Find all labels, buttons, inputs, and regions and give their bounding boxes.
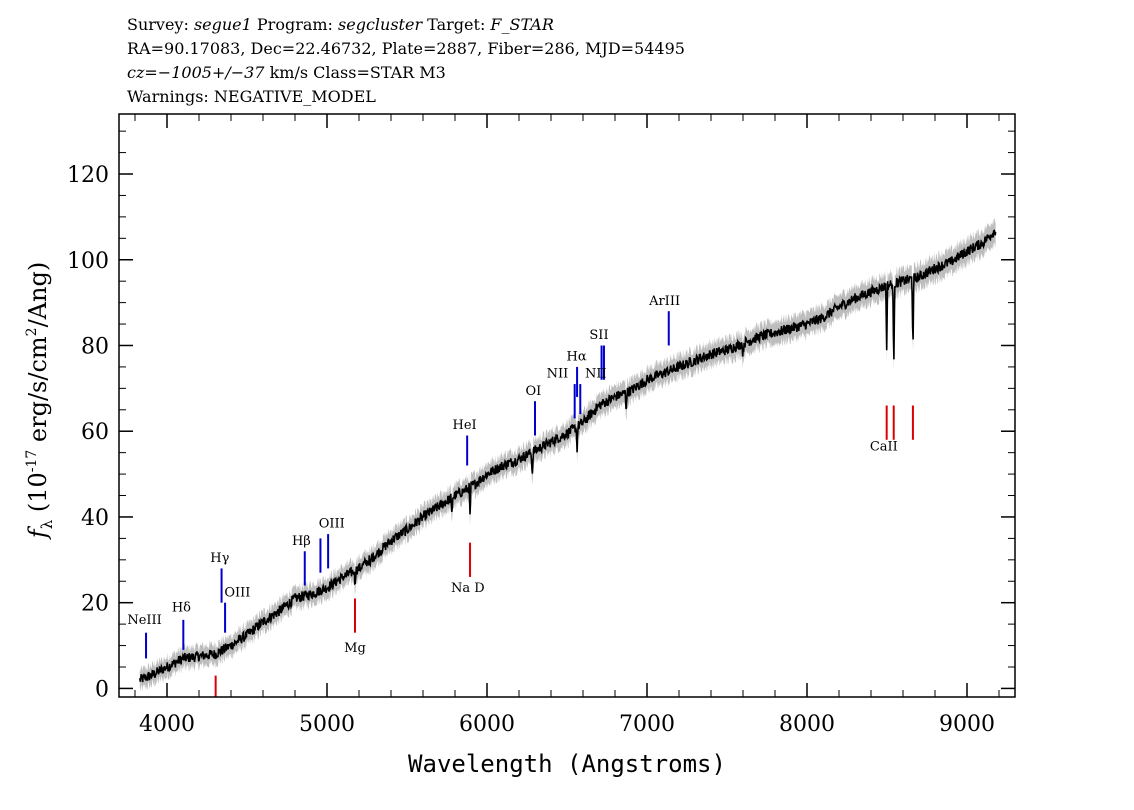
header-line-2: RA=90.17083, Dec=22.46732, Plate=2887, F… [127,39,685,58]
x-tick-label: 8000 [779,712,835,737]
header-line-1: Survey: segue1 Program: segcluster Targe… [127,15,554,34]
y-tick-label: 0 [95,677,109,702]
header-survey-value: segue1 [194,15,252,34]
header-cz-prefix: cz [127,63,145,82]
header-target-label: Target: [422,15,490,34]
header-survey-label: Survey: [127,15,194,34]
plot-frame [118,113,1016,698]
y-tick-label: 60 [81,420,109,445]
y-tick-label: 40 [81,506,109,531]
line-label: OIII [224,585,250,600]
line-label: HeI [453,418,477,433]
line-label: Hγ [210,551,229,566]
line-label: OIII [319,517,345,532]
y-tick-label: 100 [67,249,109,274]
line-label: NeIII [127,613,161,628]
y-tick-label: 80 [81,334,109,359]
x-tick-label: 4000 [139,712,195,737]
header-target-value: F_STAR [489,15,553,34]
line-label: NII [585,367,607,382]
x-tick-label: 5000 [299,712,355,737]
line-label: Hδ [172,600,191,615]
line-label: SII [589,328,608,343]
line-label: Na D [451,581,485,596]
line-label: OI [526,384,542,399]
y-tick-label: 20 [81,592,109,617]
axis-ticks-layer: 4000 5000 6000 7000 8000 9000 0 20 40 60 80 100 120 [67,114,1015,737]
line-labels-layer: NeIII Hδ Hγ OIII Hβ OIII Mg HeI Na D OI NII Hα NII SI… [127,294,897,656]
y-axis-label: fλ (10-17 erg/s/cm2/Ang) [24,262,56,540]
x-tick-label: 7000 [619,712,675,737]
line-label: Mg [344,641,366,656]
x-tick-label: 9000 [939,712,995,737]
line-label: Hβ [292,534,311,549]
header-line-3: cz=−1005+/−37 km/s Class=STAR M3 [127,63,446,82]
header-cz-rest: km/s Class=STAR M3 [264,63,445,82]
header-program-label: Program: [252,15,338,34]
line-label: NII [547,367,569,382]
header-cz-value: =−1005+/−37 [144,63,265,82]
spectrum-layer [139,229,997,683]
line-label: ArIII [648,294,680,309]
spectral-lines-layer [145,311,914,697]
header-line-4: Warnings: NEGATIVE_MODEL [127,87,376,106]
header-program-value: segcluster [338,15,423,34]
line-label: Hα [567,349,587,364]
spectrum-line [139,229,997,683]
x-axis-label: Wavelength (Angstroms) [408,750,726,778]
line-label: CaII [870,440,898,455]
x-tick-label: 6000 [459,712,515,737]
y-tick-label: 120 [67,163,109,188]
